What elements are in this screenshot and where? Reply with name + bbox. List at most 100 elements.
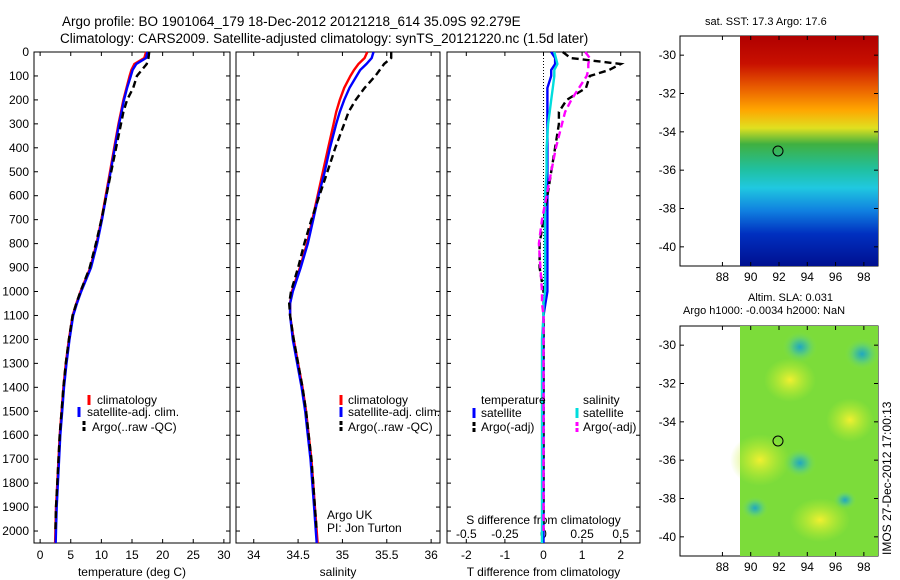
x-tick-label: 25 [187,548,201,562]
lat-tick-label: -30 [659,338,677,352]
y-tick-label: 500 [9,165,29,179]
y-tick-label: 800 [9,237,29,251]
lat-tick-label: -30 [659,48,677,62]
lon-tick-label: 98 [857,560,871,574]
y-tick-label: 1200 [2,332,29,346]
x-tick-label: 1 [579,548,586,562]
lat-tick-label: -38 [659,202,677,216]
s-tick-label: -0.25 [491,527,519,541]
s-tick-label: 0.25 [570,527,594,541]
owner-note: Argo UK [327,508,372,522]
x-axis-label: T difference from climatology [467,565,621,579]
x-axis-label: temperature (deg C) [78,565,186,579]
x-tick-label: 10 [95,548,109,562]
lon-tick-label: 92 [772,270,786,284]
lat-tick-label: -32 [659,87,677,101]
y-tick-label: 1900 [2,500,29,514]
sst-field [740,36,878,266]
sst-map: sat. SST: 17.3 Argo: 17.6 -30 -32 -34 -36 -3… [659,16,879,284]
lon-tick-label: 92 [772,560,786,574]
temperature-legend: climatology satellite-adj. clim. Argo(..… [77,393,179,434]
x-tick-label: 34 [247,548,261,562]
series-salinity-argo-adj- [537,51,592,531]
y-tick-label: 1100 [3,308,29,322]
legend-climatology: climatology [97,393,157,407]
x-tick-label: 20 [156,548,170,562]
lat-tick-label: -36 [659,163,677,177]
x-tick-label: 2 [617,548,624,562]
lon-tick-label: 90 [744,560,758,574]
legend-salinity-title: salinity [583,393,620,407]
s-tick-label: 0.5 [612,527,629,541]
difference-legend: temperature salinity satellite satellite… [472,393,636,434]
legend-sal-argo: Argo(-adj) [583,420,636,434]
y-tick-label: 300 [9,117,29,131]
x-tick-label: -2 [461,548,472,562]
pi-note: PI: Jon Turton [327,521,402,535]
lat-tick-label: -34 [659,415,677,429]
title-line-2: Climatology: CARS2009. Satellite-adjuste… [60,31,588,46]
y-tick-label: 1000 [2,285,29,299]
legend-climatology: climatology [348,393,408,407]
lon-tick-label: 96 [829,270,843,284]
y-tick-label: 1300 [2,356,29,370]
lon-tick-label: 96 [829,560,843,574]
y-tick-label: 1700 [2,452,29,466]
lat-tick-label: -40 [659,240,677,254]
lon-tick-label: 98 [857,270,871,284]
lat-tick-label: -38 [659,492,677,506]
sla-map-title-1: Altim. SLA: 0.031 [748,292,833,304]
legend-satellite-adj: satellite-adj. clim. [348,405,440,419]
plot-frame [235,51,441,544]
lat-tick-label: -32 [659,377,677,391]
x-tick-label: 35.5 [375,548,399,562]
y-tick-label: 2000 [2,524,29,538]
y-tick-label: 900 [9,261,29,275]
x-axis-label: salinity [320,565,357,579]
lat-tick-label: -36 [659,453,677,467]
sla-map: Altim. SLA: 0.031 Argo h1000: -0.0034 h2… [659,292,880,574]
y-tick-label: 400 [9,141,29,155]
y-tick-label: 1500 [2,404,29,418]
y-tick-label: 100 [9,69,29,83]
legend-sal-satellite: satellite [583,406,624,420]
lon-tick-label: 88 [716,270,730,284]
salinity-legend: climatology satellite-adj. clim. Argo(..… [339,393,440,434]
x-tick-label: -1 [500,548,511,562]
x-tick-label: 15 [125,548,139,562]
x-tick-label: 0 [37,548,44,562]
x-tick-label: 34.5 [286,548,310,562]
y-tick-label: 700 [9,213,29,227]
lon-tick-label: 90 [744,270,758,284]
x-tick-label: 36 [424,548,438,562]
y-tick-label: 1400 [2,380,29,394]
y-tick-label: 0 [22,45,29,59]
sla-map-title-2: Argo h1000: -0.0034 h2000: NaN [683,305,845,317]
legend-temp-satellite: satellite [481,406,522,420]
series-argo-raw-qc- [287,52,393,532]
lat-tick-label: -34 [659,125,677,139]
x-tick-label: 5 [67,548,74,562]
imos-timestamp: IMOS 27-Dec-2012 17:00:13 [880,401,894,555]
lon-tick-label: 88 [716,560,730,574]
s-tick-label: -0.5 [456,527,477,541]
series-argo-raw-qc- [54,51,151,532]
y-tick-label: 1800 [2,476,29,490]
legend-argo-raw: Argo(..raw -QC) [92,420,177,434]
y-tick-label: 600 [9,189,29,203]
legend-satellite-adj: satellite-adj. clim. [87,405,179,419]
plot-frame [33,51,231,544]
series-salinity-satellite [540,51,559,543]
lon-tick-label: 94 [801,560,815,574]
legend-temperature-title: temperature [481,393,546,407]
x-tick-label: 35 [336,548,350,562]
sst-map-title: sat. SST: 17.3 Argo: 17.6 [705,16,827,28]
legend-argo-raw: Argo(..raw -QC) [348,420,433,434]
series-temperature-satellite [542,51,557,543]
y-tick-label: 1600 [2,428,29,442]
salinity-panel: 34 34.5 35 35.5 36 salinity [235,51,441,579]
title-line-1: Argo profile: BO 1901064_179 18-Dec-2012… [62,14,521,29]
profile-location-marker [772,145,784,157]
lat-tick-label: -40 [659,530,677,544]
